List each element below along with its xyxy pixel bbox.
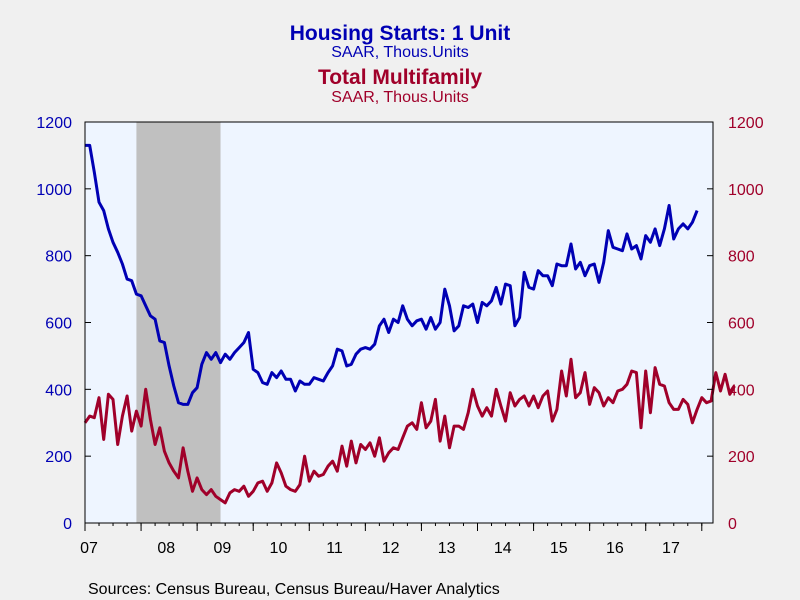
- y-right-tick-label: 1200: [728, 115, 764, 132]
- x-tick-label: 09: [213, 540, 231, 557]
- y-right-tick-label: 800: [728, 249, 755, 266]
- axes-layer: 0 200 400 600 800 1000 1200 0 200 400 600 800 1000 12…: [36, 115, 763, 557]
- x-tick-label: 08: [157, 540, 175, 557]
- series-line-2: [83, 357, 736, 505]
- x-tick-label: 10: [270, 540, 288, 557]
- chart-subtitle-2: SAAR, Thous.Units: [331, 89, 469, 106]
- y-left-tick-label: 200: [45, 449, 72, 466]
- y-right-tick-label: 1000: [728, 182, 764, 199]
- source-note: Sources: Census Bureau, Census Bureau/Ha…: [88, 581, 500, 598]
- y-right-tick-label: 400: [728, 382, 755, 399]
- x-tick-label: 17: [662, 540, 680, 557]
- recession-band: [136, 122, 221, 523]
- y-left-tick-label: 0: [63, 516, 72, 533]
- x-tick-label: 15: [550, 540, 568, 557]
- x-tick-label: 12: [382, 540, 400, 557]
- y-right-tick-label: 600: [728, 316, 755, 333]
- x-tick-label: 11: [326, 540, 343, 557]
- chart-title-1: Housing Starts: 1 Unit: [290, 22, 511, 45]
- y-left-tick-label: 800: [45, 249, 72, 266]
- y-left-tick-label: 600: [45, 316, 72, 333]
- chart-title-2: Total Multifamily: [318, 66, 482, 89]
- series-line-1: [85, 143, 699, 406]
- y-left-tick-label: 1200: [36, 115, 72, 132]
- y-right-tick-label: 200: [728, 449, 755, 466]
- y-right-tick-label: 0: [728, 516, 737, 533]
- x-tick-label: 16: [606, 540, 624, 557]
- x-tick-label: 14: [494, 540, 512, 557]
- x-tick-label: 07: [80, 540, 98, 557]
- y-left-tick-label: 400: [45, 382, 72, 399]
- y-left-tick-label: 1000: [36, 182, 72, 199]
- chart-subtitle-1: SAAR, Thous.Units: [331, 44, 469, 61]
- x-tick-label: 13: [438, 540, 456, 557]
- series-layer: [83, 143, 736, 505]
